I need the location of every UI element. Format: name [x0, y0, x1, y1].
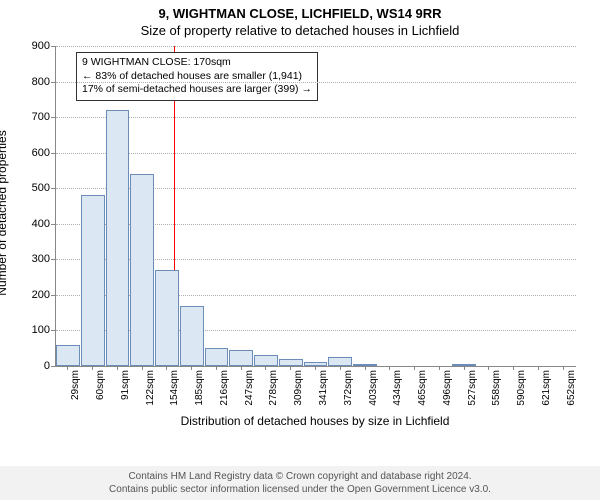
xtick-mark	[142, 366, 143, 370]
xtick-mark	[92, 366, 93, 370]
xtick-label: 309sqm	[293, 370, 304, 410]
xtick-label: 527sqm	[467, 370, 478, 410]
ytick-label: 100	[10, 324, 50, 336]
xtick-mark	[340, 366, 341, 370]
ytick-mark	[51, 330, 55, 331]
ytick-mark	[51, 259, 55, 260]
xtick-label: 558sqm	[491, 370, 502, 410]
xtick-mark	[488, 366, 489, 370]
xtick-mark	[117, 366, 118, 370]
footer-line1: Contains HM Land Registry data © Crown c…	[0, 470, 600, 483]
bar	[279, 359, 303, 366]
ytick-mark	[51, 82, 55, 83]
xtick-label: 496sqm	[442, 370, 453, 410]
gridline	[56, 46, 576, 47]
ytick-label: 0	[10, 360, 50, 372]
xtick-label: 341sqm	[318, 370, 329, 410]
xtick-label: 60sqm	[95, 370, 106, 410]
xtick-mark	[439, 366, 440, 370]
bar	[180, 306, 204, 366]
ytick-mark	[51, 366, 55, 367]
bar	[56, 345, 80, 366]
xtick-label: 403sqm	[368, 370, 379, 410]
xtick-label: 372sqm	[343, 370, 354, 410]
gridline	[56, 82, 576, 83]
xtick-label: 434sqm	[392, 370, 403, 410]
bar	[81, 195, 105, 366]
xtick-label: 185sqm	[194, 370, 205, 410]
xtick-mark	[513, 366, 514, 370]
xtick-mark	[216, 366, 217, 370]
ytick-label: 700	[10, 111, 50, 123]
title-sub: Size of property relative to detached ho…	[0, 21, 600, 46]
ytick-mark	[51, 188, 55, 189]
annotation-line1: 9 WIGHTMAN CLOSE: 170sqm	[82, 56, 312, 70]
bar	[229, 350, 253, 366]
xtick-label: 247sqm	[244, 370, 255, 410]
annotation-line3: 17% of semi-detached houses are larger (…	[82, 83, 312, 97]
xtick-label: 465sqm	[417, 370, 428, 410]
xaxis-label: Distribution of detached houses by size …	[55, 414, 575, 428]
bar	[254, 355, 278, 366]
xtick-mark	[166, 366, 167, 370]
bar	[328, 357, 352, 366]
xtick-mark	[414, 366, 415, 370]
bar	[205, 348, 229, 366]
ytick-label: 600	[10, 147, 50, 159]
ytick-mark	[51, 153, 55, 154]
ytick-label: 800	[10, 76, 50, 88]
xtick-mark	[67, 366, 68, 370]
ytick-label: 200	[10, 289, 50, 301]
plot-area: 9 WIGHTMAN CLOSE: 170sqm ← 83% of detach…	[55, 46, 576, 367]
xtick-mark	[538, 366, 539, 370]
xtick-mark	[241, 366, 242, 370]
xtick-label: 652sqm	[566, 370, 577, 410]
xtick-mark	[191, 366, 192, 370]
xtick-label: 621sqm	[541, 370, 552, 410]
ytick-mark	[51, 295, 55, 296]
ytick-mark	[51, 46, 55, 47]
xtick-mark	[265, 366, 266, 370]
gridline	[56, 153, 576, 154]
xtick-label: 122sqm	[145, 370, 156, 410]
ytick-mark	[51, 117, 55, 118]
xtick-mark	[365, 366, 366, 370]
ytick-label: 400	[10, 218, 50, 230]
xtick-label: 29sqm	[70, 370, 81, 410]
ytick-mark	[51, 224, 55, 225]
xtick-label: 278sqm	[268, 370, 279, 410]
gridline	[56, 117, 576, 118]
chart-container: 9 WIGHTMAN CLOSE: 170sqm ← 83% of detach…	[0, 46, 600, 426]
bar	[155, 270, 179, 366]
yaxis-label: Number of detached properties	[0, 48, 9, 213]
ytick-label: 300	[10, 253, 50, 265]
ytick-label: 500	[10, 182, 50, 194]
xtick-label: 154sqm	[169, 370, 180, 410]
xtick-label: 216sqm	[219, 370, 230, 410]
footer-line2: Contains public sector information licen…	[0, 483, 600, 496]
xtick-mark	[464, 366, 465, 370]
annotation-box: 9 WIGHTMAN CLOSE: 170sqm ← 83% of detach…	[76, 52, 318, 101]
bar	[130, 174, 154, 366]
xtick-mark	[290, 366, 291, 370]
xtick-label: 590sqm	[516, 370, 527, 410]
bar	[106, 110, 130, 366]
title-main: 9, WIGHTMAN CLOSE, LICHFIELD, WS14 9RR	[0, 0, 600, 21]
xtick-mark	[563, 366, 564, 370]
xtick-mark	[315, 366, 316, 370]
xtick-label: 91sqm	[120, 370, 131, 410]
ytick-label: 900	[10, 40, 50, 52]
xtick-mark	[389, 366, 390, 370]
footer: Contains HM Land Registry data © Crown c…	[0, 466, 600, 500]
